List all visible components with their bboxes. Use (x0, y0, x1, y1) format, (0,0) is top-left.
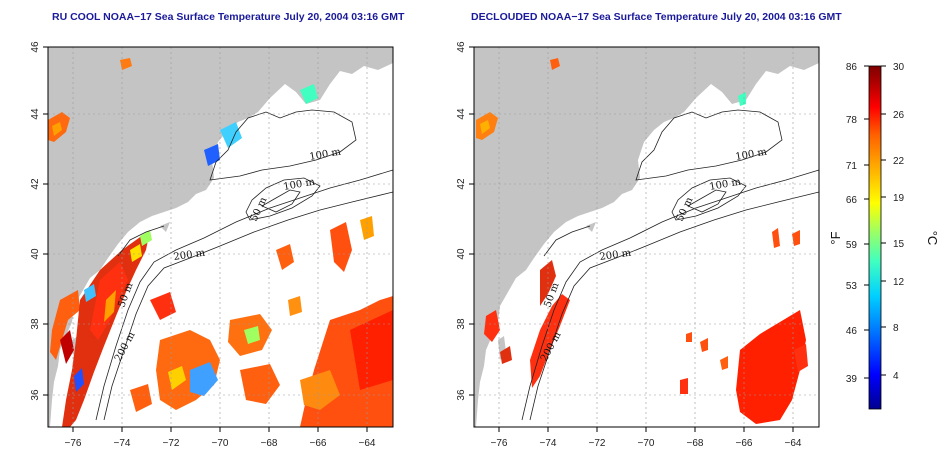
fahrenheit-tick: 66 (846, 195, 858, 206)
fahrenheit-tick: 39 (846, 374, 858, 385)
x-tick-label: −64 (359, 438, 376, 449)
temperature-colorbar: 86 78 71 66 59 53 46 39 30 26 22 19 15 1… (828, 62, 940, 410)
land-mass (474, 47, 819, 427)
y-tick-label: 42 (30, 178, 41, 190)
celsius-tick: 8 (893, 323, 899, 334)
celsius-unit-label: °C (925, 231, 940, 246)
contour-label: 200 m (599, 248, 632, 263)
fahrenheit-tick: 86 (846, 62, 858, 73)
celsius-tick: 30 (893, 62, 905, 73)
x-tick-label: −70 (638, 438, 655, 449)
fahrenheit-tick: 53 (846, 281, 858, 292)
celsius-tick: 4 (893, 371, 899, 382)
x-tick-label: −66 (736, 438, 753, 449)
celsius-tick: 15 (893, 239, 905, 250)
sst-pixels (476, 58, 808, 424)
y-tick-label: 42 (456, 178, 467, 190)
y-tick-label: 44 (30, 108, 41, 120)
y-tick-label: 44 (456, 108, 467, 120)
y-tick-label: 36 (30, 389, 41, 401)
lat-lon-grid (48, 47, 393, 427)
left-sst-map: −76 −74 −72 −70 −68 −66 −64 36 38 40 42 … (30, 41, 394, 449)
x-tick-label: −70 (212, 438, 229, 449)
lat-lon-grid (474, 47, 819, 427)
fahrenheit-tick: 71 (846, 161, 858, 172)
x-tick-label: −72 (163, 438, 180, 449)
x-tick-label: −64 (785, 438, 802, 449)
fahrenheit-tick: 46 (846, 326, 858, 337)
x-tick-label: −74 (114, 438, 131, 449)
x-tick-label: −74 (540, 438, 557, 449)
right-sst-map: −76 −74 −72 −70 −68 −66 −64 36 38 40 42 … (456, 41, 820, 449)
x-tick-label: −68 (687, 438, 704, 449)
fahrenheit-tick: 59 (846, 240, 858, 251)
x-tick-label: −66 (310, 438, 327, 449)
fahrenheit-tick: 78 (846, 115, 858, 126)
right-map-title: DECLOUDED NOAA−17 Sea Surface Temperatur… (471, 11, 842, 23)
x-tick-label: −72 (589, 438, 606, 449)
y-tick-label: 38 (30, 318, 41, 330)
y-tick-label: 36 (456, 389, 467, 401)
x-tick-label: −76 (65, 438, 82, 449)
x-tick-label: −68 (261, 438, 278, 449)
contour-label: 200 m (173, 248, 206, 263)
fahrenheit-unit-label: °F (828, 231, 843, 244)
bathymetry-contours (521, 109, 820, 421)
x-tick-label: −76 (491, 438, 508, 449)
left-map-title: RU COOL NOAA−17 Sea Surface Temperature … (52, 11, 405, 23)
sst-pixels (48, 58, 393, 427)
y-tick-label: 46 (456, 41, 467, 53)
y-tick-label: 38 (456, 318, 467, 330)
bathymetry-contours (95, 109, 394, 421)
celsius-tick: 22 (893, 156, 905, 167)
y-tick-label: 46 (30, 41, 41, 53)
y-tick-label: 40 (30, 248, 41, 260)
celsius-tick: 26 (893, 110, 905, 121)
celsius-tick: 19 (893, 193, 905, 204)
y-tick-label: 40 (456, 248, 467, 260)
land-mass (48, 47, 393, 427)
celsius-tick: 12 (893, 277, 905, 288)
